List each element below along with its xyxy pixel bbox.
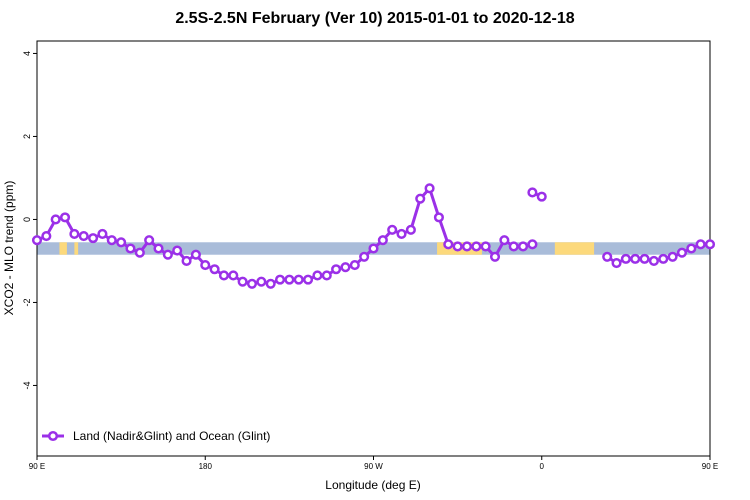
land-band-span	[59, 242, 67, 255]
data-point	[461, 241, 473, 252]
data-point	[443, 239, 454, 250]
data-point	[536, 191, 547, 202]
data-point	[415, 193, 426, 204]
data-point	[695, 239, 706, 250]
data-point	[125, 243, 136, 254]
data-point	[303, 274, 314, 285]
y-tick-label: 0	[22, 217, 32, 222]
land-band-span	[554, 242, 595, 255]
data-point	[116, 237, 127, 248]
data-point	[162, 249, 173, 260]
data-point	[69, 228, 80, 240]
x-axis-label: Longitude (deg E)	[325, 478, 420, 492]
data-point	[265, 278, 276, 289]
data-point	[349, 260, 360, 271]
data-point	[274, 274, 286, 285]
x-tick-label: 0	[540, 462, 545, 471]
data-point	[209, 264, 220, 275]
data-point	[106, 235, 117, 246]
x-tick-label: 90 W	[364, 462, 383, 471]
data-point	[246, 278, 258, 289]
data-point	[78, 231, 89, 242]
x-tick-label: 90 E	[29, 462, 45, 471]
data-point	[200, 260, 211, 271]
y-axis-label: XCO2 - MLO trend (ppm)	[2, 181, 16, 316]
data-point	[312, 270, 323, 281]
data-point	[527, 187, 538, 198]
legend: Land (Nadir&Glint) and Ocean (Glint)	[42, 429, 270, 443]
data-point	[172, 245, 183, 256]
y-tick-label: 2	[22, 134, 32, 139]
x-axis: 90 E 180 90 W 0 90 E	[29, 456, 718, 471]
legend-marker	[47, 430, 59, 442]
data-point	[527, 239, 538, 250]
data-point	[452, 241, 463, 252]
y-tick-label: -2	[22, 298, 32, 306]
y-axis: 4 2 0 -2 -4	[22, 51, 37, 389]
data-point	[433, 212, 444, 223]
data-point	[41, 231, 52, 242]
data-point	[658, 253, 669, 264]
data-point	[359, 251, 370, 262]
data-point	[499, 235, 510, 246]
x-tick-label: 180	[199, 462, 213, 471]
y-tick-label: 4	[22, 51, 32, 56]
data-point	[704, 239, 716, 250]
data-point	[676, 247, 688, 258]
data-point	[405, 224, 416, 235]
data-point	[181, 255, 192, 267]
series-layer	[31, 183, 716, 289]
chart-title: 2.5S-2.5N February (Ver 10) 2015-01-01 t…	[175, 10, 575, 27]
y-tick-label: -4	[22, 381, 32, 389]
data-point	[134, 247, 145, 258]
data-point	[31, 235, 43, 246]
data-point	[97, 228, 108, 240]
data-point	[630, 253, 641, 264]
data-point	[667, 251, 678, 262]
data-point	[518, 241, 529, 252]
data-point	[387, 224, 398, 235]
data-point	[237, 276, 248, 287]
data-point	[508, 241, 519, 252]
data-point	[396, 228, 407, 240]
data-point	[218, 270, 229, 281]
data-point	[228, 270, 239, 281]
data-point	[424, 183, 435, 194]
data-point	[293, 274, 304, 285]
data-point	[489, 251, 501, 262]
data-point	[153, 243, 164, 254]
data-point	[256, 276, 267, 287]
data-point	[480, 241, 491, 252]
data-point	[190, 249, 201, 260]
data-point	[59, 212, 71, 223]
data-point	[471, 241, 482, 252]
data-point	[611, 257, 622, 269]
data-point	[620, 253, 631, 264]
data-point	[602, 251, 613, 262]
land-band-span	[74, 242, 79, 255]
data-point	[50, 214, 61, 225]
data-point	[321, 270, 332, 281]
data-point	[686, 243, 697, 254]
data-point	[377, 235, 388, 246]
data-point	[368, 243, 379, 254]
data-point	[144, 235, 155, 246]
data-point	[88, 233, 99, 244]
data-point	[648, 255, 659, 267]
x-tick-label: 90 E	[702, 462, 718, 471]
data-point	[340, 262, 351, 273]
data-point	[639, 253, 650, 264]
data-point	[284, 274, 295, 285]
data-point	[331, 264, 342, 275]
legend-label: Land (Nadir&Glint) and Ocean (Glint)	[73, 429, 270, 443]
